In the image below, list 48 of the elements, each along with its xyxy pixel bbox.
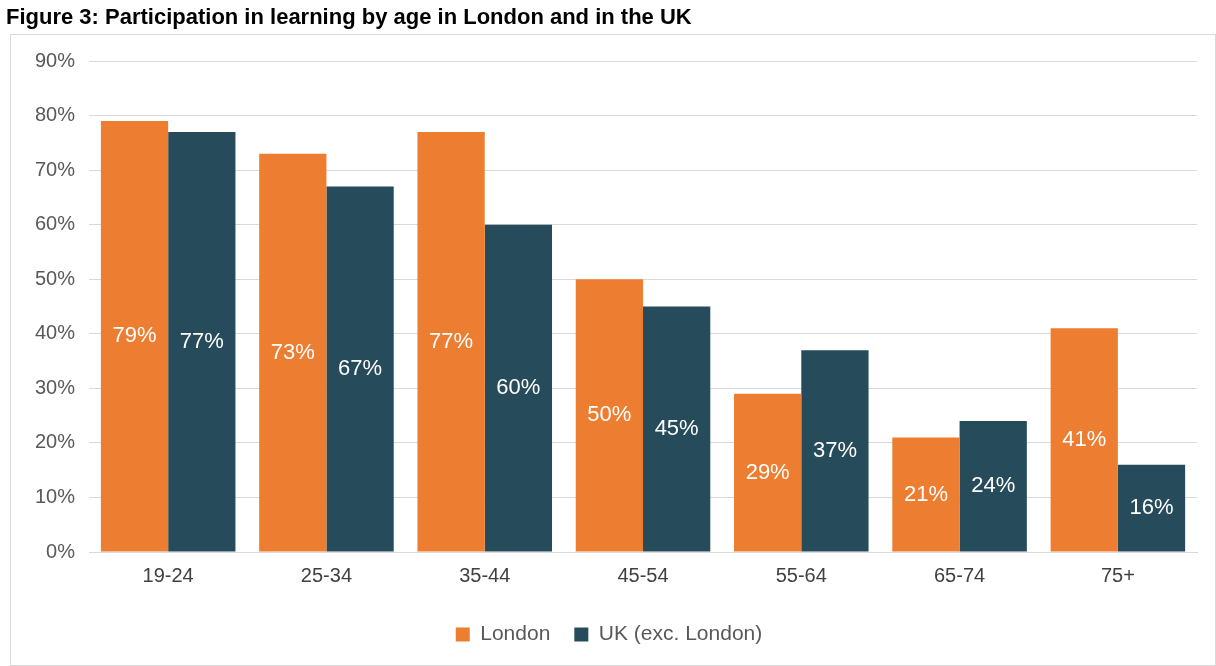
bar	[259, 153, 327, 552]
y-tick-label: 80%	[35, 103, 76, 126]
y-tick-label: 90%	[35, 48, 76, 71]
x-tick-label: 75+	[1100, 563, 1135, 586]
data-label: 41%	[1062, 425, 1107, 451]
data-label: 45%	[654, 415, 699, 441]
x-tick-label: 35-44	[459, 563, 511, 586]
y-tick-label: 0%	[46, 539, 76, 562]
legend-label: UK (exc. London)	[598, 621, 763, 645]
x-tick-label: 25-34	[300, 563, 353, 586]
bar	[100, 121, 169, 552]
bar	[1050, 328, 1118, 552]
y-tick-label: 40%	[35, 321, 76, 344]
data-label: 24%	[971, 472, 1016, 498]
y-tick-label: 30%	[35, 375, 76, 398]
data-label: 77%	[429, 327, 474, 353]
data-label: 67%	[338, 355, 383, 381]
bar	[484, 224, 552, 552]
bar	[575, 279, 644, 552]
bar	[168, 131, 236, 552]
data-label: 29%	[745, 458, 790, 484]
x-tick-label: 45-54	[617, 563, 669, 586]
chart-title: Figure 3: Participation in learning by age in London and in the UK	[6, 4, 693, 31]
y-tick-label: 10%	[35, 484, 76, 507]
data-label: 73%	[270, 338, 315, 364]
legend-label: London	[480, 621, 551, 645]
bar	[801, 350, 869, 552]
data-label: 50%	[587, 401, 632, 427]
data-label: 60%	[496, 374, 541, 400]
bar	[1117, 464, 1186, 552]
data-label: 21%	[903, 480, 948, 506]
bar	[326, 186, 394, 552]
data-label: 77%	[179, 327, 224, 353]
data-label: 16%	[1129, 494, 1174, 520]
y-tick-label: 50%	[35, 266, 76, 289]
bar	[417, 131, 485, 552]
x-tick-label: 65-74	[934, 563, 986, 586]
y-tick-label: 70%	[35, 157, 76, 180]
bar	[734, 393, 802, 552]
bar	[892, 437, 960, 552]
y-tick-label: 20%	[35, 430, 76, 453]
bar	[959, 421, 1027, 552]
bar	[643, 306, 711, 552]
data-label: 79%	[112, 322, 157, 348]
x-tick-label: 55-64	[775, 563, 827, 586]
x-tick-label: 19-24	[142, 563, 194, 586]
data-label: 37%	[812, 436, 857, 462]
y-tick-label: 60%	[35, 212, 76, 235]
